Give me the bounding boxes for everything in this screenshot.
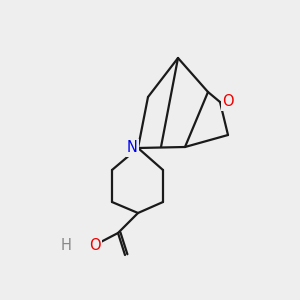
Text: O: O: [89, 238, 101, 253]
Text: N: N: [127, 140, 138, 155]
Text: H: H: [61, 238, 72, 253]
Text: O: O: [222, 94, 234, 110]
